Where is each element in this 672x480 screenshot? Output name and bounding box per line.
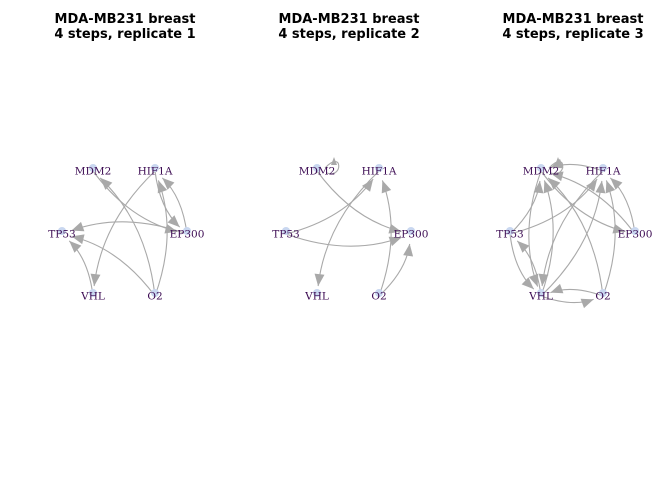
arrowhead (331, 157, 337, 165)
arrowhead (595, 180, 606, 194)
arrowhead (69, 240, 82, 253)
node-label: TP53 (272, 229, 299, 241)
arrowhead (403, 243, 414, 257)
arrowhead (521, 277, 534, 290)
node-dot (407, 227, 415, 235)
panel-title-line1: MDA-MB231 breast (503, 12, 644, 27)
network-edges (285, 157, 414, 297)
node-dot (506, 227, 514, 235)
network-edge (99, 177, 156, 297)
arrowhead (605, 180, 616, 194)
node-label: HIF1A (586, 166, 621, 178)
arrowhead (550, 158, 564, 169)
node-dot (313, 289, 321, 297)
network-edge (540, 180, 603, 297)
node-dot (631, 227, 639, 235)
network-edge (541, 170, 604, 287)
arrowhead (162, 177, 175, 190)
network-nodes: MDM2 HIF1A TP53 EP300 VHL O2 (272, 164, 428, 303)
network-nodes: MDM2 HIF1A TP53 EP300 VHL O2 (48, 164, 204, 303)
panel-replicate-2: MDA-MB231 breast 4 steps, replicate 2 MD… (272, 12, 428, 303)
node-dot (599, 164, 607, 172)
arrowhead (167, 215, 180, 228)
node-label: VHL (80, 291, 105, 303)
node-label: TP53 (496, 229, 523, 241)
arrowhead (548, 177, 561, 190)
node-label: MDM2 (299, 166, 336, 178)
node-label: MDM2 (75, 166, 112, 178)
panel-replicate-3: MDA-MB231 breast 4 steps, replicate 3 MD… (496, 12, 652, 309)
node-label: HIF1A (362, 166, 397, 178)
self-loop-edge (324, 161, 340, 175)
arrowhead (517, 240, 530, 253)
arrowhead (586, 179, 598, 192)
arrowhead (362, 179, 374, 192)
node-dot (599, 289, 607, 297)
node-label: TP53 (48, 229, 75, 241)
node-label: EP300 (618, 229, 653, 241)
node-label: O2 (595, 291, 610, 303)
arrowhead (612, 223, 626, 234)
node-label: MDM2 (523, 166, 560, 178)
arrowhead (90, 273, 101, 287)
node-dot (151, 164, 159, 172)
arrowhead (71, 221, 85, 232)
network-edges (509, 157, 636, 309)
node-label: O2 (147, 291, 162, 303)
panel-title-line1: MDA-MB231 breast (55, 12, 196, 27)
arrowhead (71, 234, 85, 245)
node-dot (58, 227, 66, 235)
node-dot (537, 289, 545, 297)
node-label: VHL (304, 291, 329, 303)
arrowhead (381, 180, 392, 194)
arrowhead (388, 236, 402, 247)
node-dot (282, 227, 290, 235)
arrowhead (610, 177, 623, 190)
arrowhead (550, 171, 564, 182)
network-edges (68, 170, 188, 297)
network-nodes: MDM2 HIF1A TP53 EP300 VHL O2 (496, 164, 652, 303)
arrowhead (550, 283, 564, 294)
arrowhead (157, 180, 168, 194)
panel-replicate-1: MDA-MB231 breast 4 steps, replicate 1 MD… (48, 12, 204, 303)
arrowhead (543, 180, 554, 194)
panel-title-line1: MDA-MB231 breast (279, 12, 420, 27)
node-dot (537, 164, 545, 172)
node-dot (89, 164, 97, 172)
panel-title-line2: 4 steps, replicate 2 (278, 27, 419, 42)
panel-title-line2: 4 steps, replicate 1 (54, 27, 195, 42)
node-dot (183, 227, 191, 235)
arrowhead (580, 298, 594, 309)
network-edge (547, 177, 604, 297)
node-label: EP300 (170, 229, 205, 241)
node-dot (151, 289, 159, 297)
node-dot (89, 289, 97, 297)
node-dot (375, 289, 383, 297)
arrowhead (528, 273, 539, 287)
arrowhead (314, 273, 325, 287)
node-label: VHL (528, 291, 553, 303)
node-label: O2 (371, 291, 386, 303)
panel-title-line2: 4 steps, replicate 3 (502, 27, 643, 42)
node-label: EP300 (394, 229, 429, 241)
node-dot (375, 164, 383, 172)
arrowhead (538, 273, 549, 287)
network-edge (93, 170, 156, 287)
node-dot (313, 164, 321, 172)
network-edge (317, 170, 380, 287)
arrowhead (533, 180, 544, 194)
node-label: HIF1A (138, 166, 173, 178)
arrowhead (100, 177, 113, 190)
